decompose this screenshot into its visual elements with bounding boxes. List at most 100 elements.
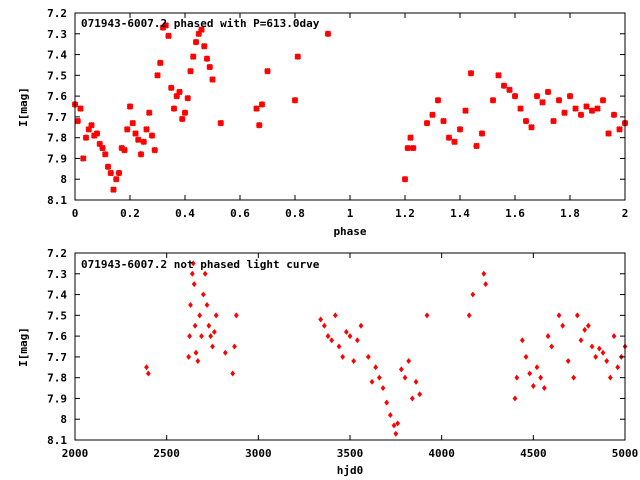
data-point [402, 374, 408, 381]
data-point [530, 382, 536, 389]
data-point [187, 333, 192, 340]
data-point [589, 343, 595, 350]
data-point [538, 374, 544, 381]
data-point [511, 92, 519, 100]
data-point [424, 312, 430, 319]
data-point [599, 97, 607, 104]
data-point [258, 101, 266, 108]
data-point [179, 115, 186, 123]
data-point [256, 121, 263, 129]
data-point [233, 312, 239, 319]
data-point [566, 92, 574, 100]
data-point [406, 358, 412, 365]
x-tick-label: 1 [347, 207, 354, 220]
data-point [198, 26, 205, 33]
data-point [500, 82, 508, 89]
data-point [121, 146, 128, 154]
data-point [264, 67, 271, 75]
x-tick-label: 0.2 [120, 207, 140, 220]
data-point [187, 67, 194, 75]
data-point [291, 97, 299, 104]
y-tick-label: 7.4 [47, 49, 67, 62]
unphased-light-curve-panel: 2000 2500 3000 3500 4000 4500 5000 7.2 7.3 7.4 7.5… [17, 247, 638, 477]
data-point [329, 337, 335, 344]
data-point [495, 72, 502, 79]
data-point [369, 378, 375, 385]
data-point [162, 22, 169, 29]
y-tick-label: 7.7 [47, 111, 67, 124]
data-point [157, 59, 164, 67]
axis-ticks-bottom: 2000 2500 3000 3500 4000 4500 5000 7.2 7.3 7.4 7.5… [47, 247, 638, 460]
data-point [600, 349, 606, 356]
data-point [607, 374, 613, 381]
data-point [478, 130, 486, 137]
x-tick-label: 0.6 [230, 207, 250, 220]
data-point [517, 105, 524, 112]
x-axis-label-bottom: hjd0 [337, 464, 364, 477]
data-point [209, 76, 216, 83]
data-point [137, 151, 145, 158]
y-tick-label: 7.8 [47, 372, 67, 385]
data-point [560, 322, 566, 329]
data-point [206, 63, 213, 71]
x-tick-label: 0.4 [175, 207, 195, 220]
data-point [206, 322, 212, 329]
data-point [387, 412, 393, 419]
data-point [203, 55, 211, 62]
data-point [201, 43, 208, 50]
x-tick-label: 4000 [428, 447, 455, 460]
data-point [398, 366, 404, 373]
data-point [423, 119, 431, 127]
x-tick-label: 1.6 [505, 207, 525, 220]
data-point [365, 353, 371, 360]
data-point [456, 126, 464, 133]
data-point [154, 72, 161, 79]
data-point [373, 364, 379, 371]
data-point [354, 337, 360, 344]
x-tick-label: 2 [622, 207, 629, 220]
data-point [74, 117, 81, 125]
data-point [146, 109, 153, 116]
x-tick-label: 1.2 [395, 207, 415, 220]
data-point [582, 326, 588, 333]
data-point [217, 119, 224, 127]
data-point [213, 312, 219, 319]
data-point [616, 126, 623, 133]
data-point [208, 333, 214, 340]
plot-frame-top [74, 12, 626, 201]
data-point [391, 422, 397, 429]
data-point [200, 291, 206, 298]
data-point [380, 385, 386, 392]
y-tick-label: 7.9 [47, 152, 67, 165]
data-point [222, 349, 228, 356]
data-point [572, 105, 579, 112]
data-point [593, 353, 599, 360]
data-point [556, 312, 562, 319]
data-point [541, 385, 547, 392]
data-point [610, 111, 618, 119]
data-point [170, 105, 178, 112]
data-point [129, 119, 136, 127]
y-tick-label: 8.1 [47, 194, 67, 207]
data-point [210, 343, 215, 350]
data-point [534, 364, 540, 371]
y-tick-label: 8 [60, 173, 67, 186]
data-point [148, 132, 156, 139]
data-point [190, 53, 197, 60]
data-point [539, 99, 546, 106]
data-point [192, 38, 200, 46]
y-tick-label: 7.4 [47, 289, 67, 302]
data-point [434, 97, 442, 104]
data-point [561, 109, 568, 116]
data-point [188, 301, 193, 308]
data-point [429, 111, 436, 119]
data-point [211, 328, 217, 335]
data-point [321, 322, 327, 329]
data-point [88, 121, 95, 129]
data-point [107, 169, 114, 177]
data-point [401, 176, 409, 183]
data-point [332, 312, 338, 319]
data-point [110, 186, 117, 193]
data-point [232, 343, 237, 350]
y-tick-label: 7.2 [47, 247, 67, 260]
